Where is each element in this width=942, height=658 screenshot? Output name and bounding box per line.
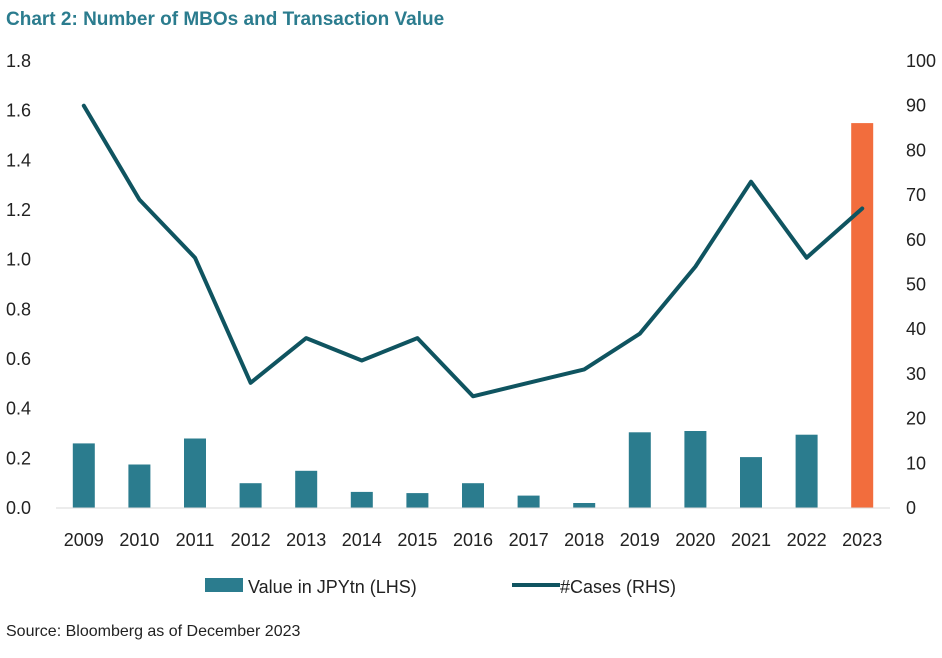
bar-2017 [517, 495, 540, 508]
bar-2012 [239, 483, 262, 508]
y-right-tick-label: 100 [906, 51, 936, 71]
x-tick-label: 2013 [286, 530, 326, 550]
line-layer [81, 103, 865, 399]
bar-2021 [740, 457, 762, 508]
bar-2023 [851, 123, 874, 508]
y-left-tick-label: 1.6 [6, 101, 31, 121]
x-tick-label: 2016 [453, 530, 493, 550]
y-left-tick-label: 1.8 [6, 51, 31, 71]
y-right-tick-label: 40 [906, 319, 926, 339]
y-right-tick-label: 0 [906, 498, 916, 518]
x-tick-label: 2012 [231, 530, 271, 550]
y-right-tick-label: 60 [906, 230, 926, 250]
y-left-tick-label: 0.6 [6, 349, 31, 369]
legend-bar-label: Value in JPYtn (LHS) [248, 577, 417, 597]
x-tick-label: 2023 [842, 530, 882, 550]
cases-line [81, 103, 865, 399]
chart-source: Source: Bloomberg as of December 2023 [6, 623, 301, 640]
bar-2011 [184, 438, 206, 508]
bar-2022 [795, 434, 818, 508]
chart-svg: 0.0 0.2 0.4 0.6 0.8 1.0 1.2 1.4 1.6 1.8 0 10 20 30 40 5… [6, 51, 936, 597]
axis-layer: 0.0 0.2 0.4 0.6 0.8 1.0 1.2 1.4 1.6 1.8 0 10 20 30 40 5… [6, 51, 936, 550]
x-tick-label: 2022 [787, 530, 827, 550]
bar-2018 [573, 503, 596, 508]
legend: Value in JPYtn (LHS) #Cases (RHS) [205, 577, 676, 597]
bars-layer [72, 123, 874, 509]
y-left-tick-label: 0.2 [6, 448, 31, 468]
x-tick-label: 2010 [119, 530, 159, 550]
y-right-tick-label: 20 [906, 409, 926, 429]
chart-title: Chart 2: Number of MBOs and Transaction … [6, 9, 445, 30]
bar-2016 [462, 483, 484, 508]
bar-2015 [406, 493, 429, 508]
bar-2014 [350, 491, 373, 508]
x-tick-label: 2018 [564, 530, 604, 550]
bar-2019 [628, 432, 651, 508]
x-tick-label: 2020 [675, 530, 715, 550]
y-right-tick-label: 30 [906, 364, 926, 384]
x-tick-label: 2015 [397, 530, 437, 550]
y-left-tick-label: 0.8 [6, 299, 31, 319]
x-tick-label: 2011 [176, 530, 215, 550]
bar-2009 [72, 443, 95, 508]
y-right-tick-label: 50 [906, 275, 926, 295]
x-tick-label: 2017 [509, 530, 549, 550]
y-right-tick-label: 70 [906, 185, 926, 205]
legend-line-label: #Cases (RHS) [560, 577, 676, 597]
y-left-tick-label: 0.0 [6, 498, 31, 518]
y-left-tick-label: 0.4 [6, 399, 31, 419]
y-right-tick-label: 90 [906, 96, 926, 116]
bar-2010 [128, 464, 151, 508]
x-tick-label: 2019 [620, 530, 660, 550]
x-tick-label: 2009 [64, 530, 104, 550]
y-left-tick-label: 1.2 [6, 200, 31, 220]
x-tick-label: 2014 [342, 530, 382, 550]
y-left-tick-label: 1.0 [6, 250, 31, 270]
y-right-tick-label: 10 [906, 453, 926, 473]
y-right-tick-label: 80 [906, 140, 926, 160]
bar-2013 [295, 470, 318, 509]
x-tick-label: 2021 [731, 530, 771, 550]
legend-bar-swatch [205, 578, 243, 592]
bar-2020 [684, 431, 707, 508]
y-left-tick-label: 1.4 [6, 150, 31, 170]
